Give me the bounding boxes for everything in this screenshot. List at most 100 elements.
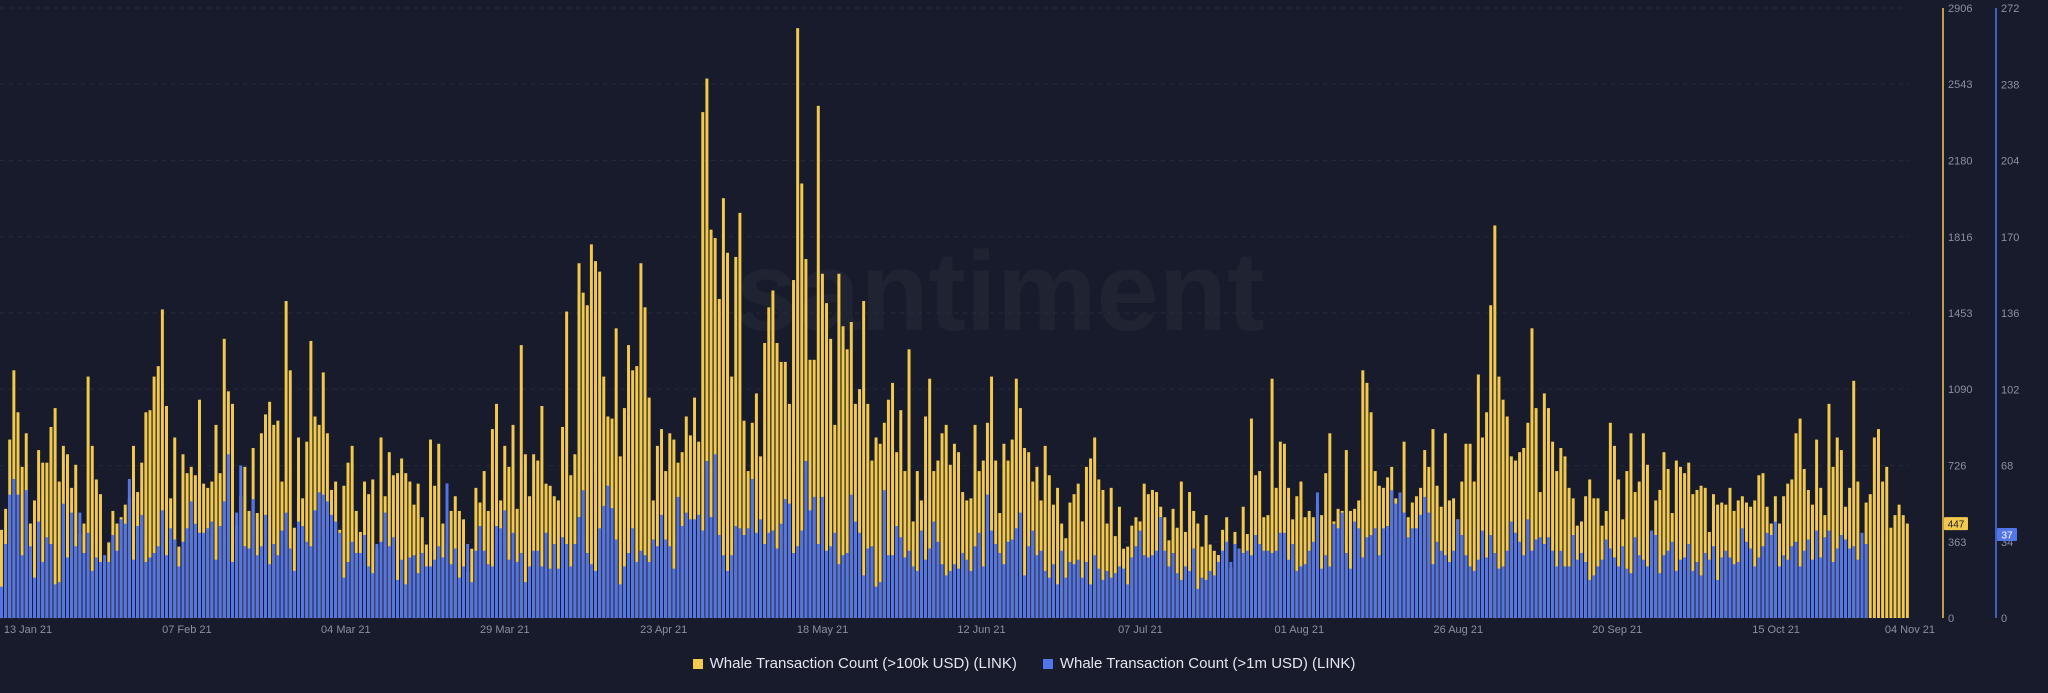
badge-1m-value: 37 bbox=[2001, 531, 2013, 542]
bar-100k bbox=[994, 460, 998, 618]
bar-1m bbox=[858, 532, 862, 618]
bar-1m bbox=[288, 548, 292, 618]
bar-1m bbox=[1683, 557, 1687, 618]
bar-100k bbox=[1497, 376, 1501, 618]
bar-100k bbox=[796, 28, 800, 618]
bar-100k bbox=[1625, 471, 1629, 618]
bar-100k bbox=[482, 471, 486, 618]
bar-100k bbox=[1674, 460, 1678, 618]
bar-1m bbox=[214, 559, 218, 618]
bar-1m bbox=[1740, 528, 1744, 618]
bar-100k bbox=[532, 454, 536, 618]
bar-100k bbox=[1365, 382, 1369, 618]
x-axis: 13 Jan 21 07 Feb 21 04 Mar 21 29 Mar 21 23 A… bbox=[4, 624, 1935, 636]
bar-1m bbox=[1551, 550, 1555, 618]
bar-100k bbox=[775, 343, 779, 618]
bar-100k bbox=[1377, 485, 1381, 618]
bar-1m bbox=[1229, 561, 1233, 618]
y-tick-label-1m: 102 bbox=[2001, 384, 2019, 396]
bar-1m bbox=[1188, 570, 1192, 618]
bar-100k bbox=[1798, 418, 1802, 618]
bar-1m bbox=[1171, 552, 1175, 618]
bar-100k bbox=[1010, 439, 1014, 618]
bar-1m bbox=[243, 546, 247, 618]
bar-100k bbox=[1023, 447, 1027, 618]
y-tick-label-100k: 2906 bbox=[1948, 3, 1972, 15]
bar-1m bbox=[276, 555, 280, 618]
bar-1m bbox=[222, 501, 226, 618]
bar-100k bbox=[1893, 515, 1897, 618]
bar-1m bbox=[1060, 550, 1064, 618]
bar-1m bbox=[259, 546, 263, 618]
bar-100k bbox=[1299, 481, 1303, 618]
bar-1m bbox=[833, 532, 837, 618]
bar-100k bbox=[1006, 460, 1010, 618]
bar-1m bbox=[948, 570, 952, 618]
bar-1m bbox=[235, 512, 239, 618]
bar-100k bbox=[1629, 433, 1633, 618]
bar-1m bbox=[193, 523, 197, 618]
bar-1m bbox=[1621, 546, 1625, 618]
bar-1m bbox=[160, 510, 164, 618]
bar-1m bbox=[1233, 543, 1237, 618]
bar-1m bbox=[1650, 530, 1654, 618]
bar-1m bbox=[915, 570, 919, 618]
bar-100k bbox=[519, 345, 523, 618]
bar-1m bbox=[771, 530, 775, 618]
bar-1m bbox=[1835, 548, 1839, 618]
bar-100k bbox=[1530, 328, 1534, 618]
bar-1m bbox=[1790, 546, 1794, 618]
bar-1m bbox=[1703, 552, 1707, 618]
bar-1m bbox=[1282, 532, 1286, 618]
bar-1m bbox=[911, 566, 915, 618]
bar-1m bbox=[1167, 566, 1171, 618]
bar-1m bbox=[622, 566, 626, 618]
bar-1m bbox=[1377, 555, 1381, 618]
bar-1m bbox=[1592, 575, 1596, 618]
bar-100k bbox=[94, 479, 98, 618]
bar-1m bbox=[886, 555, 890, 618]
y-tick-label-1m: 204 bbox=[2001, 156, 2019, 168]
legend-item-1m[interactable]: Whale Transaction Count (>1m USD) (LINK) bbox=[1042, 655, 1355, 672]
bar-100k bbox=[165, 405, 168, 618]
bar-1m bbox=[1555, 566, 1559, 618]
bar-1m bbox=[358, 552, 362, 618]
bar-100k bbox=[1117, 506, 1121, 618]
bar-1m bbox=[1212, 575, 1216, 618]
bar-1m bbox=[515, 561, 519, 618]
bar-100k bbox=[400, 458, 404, 618]
bar-1m bbox=[185, 528, 189, 618]
bar-1m bbox=[12, 478, 16, 618]
bar-100k bbox=[924, 416, 928, 618]
bar-1m bbox=[952, 564, 956, 618]
bar-1m bbox=[1695, 561, 1699, 618]
bar-100k bbox=[643, 307, 647, 618]
bar-100k bbox=[631, 370, 635, 618]
bar-1m bbox=[1773, 521, 1777, 618]
bar-100k bbox=[342, 485, 346, 618]
bar-1m bbox=[1303, 564, 1307, 618]
bar-1m bbox=[1534, 539, 1538, 618]
bar-100k bbox=[1035, 466, 1039, 618]
bar-100k bbox=[1645, 464, 1649, 618]
bar-1m bbox=[78, 512, 82, 618]
bar-100k bbox=[1320, 515, 1324, 618]
bar-1m bbox=[1860, 532, 1864, 618]
legend-item-100k[interactable]: Whale Transaction Count (>100k USD) (LIN… bbox=[692, 655, 1017, 672]
bar-1m bbox=[1839, 535, 1843, 618]
bar-1m bbox=[1204, 579, 1208, 619]
bar-1m bbox=[1447, 561, 1451, 618]
bar-100k bbox=[1270, 378, 1274, 618]
bar-100k bbox=[288, 370, 292, 618]
bar-1m bbox=[1138, 530, 1142, 618]
bar-100k bbox=[742, 420, 746, 618]
bar-1m bbox=[1315, 492, 1319, 618]
bar-100k bbox=[1324, 473, 1328, 618]
bar-100k bbox=[276, 420, 280, 618]
x-tick-label: 26 Aug 21 bbox=[1434, 624, 1484, 636]
bar-100k bbox=[198, 399, 201, 618]
bar-1m bbox=[325, 501, 329, 618]
bar-100k bbox=[1612, 445, 1616, 618]
bar-100k bbox=[1472, 481, 1476, 618]
